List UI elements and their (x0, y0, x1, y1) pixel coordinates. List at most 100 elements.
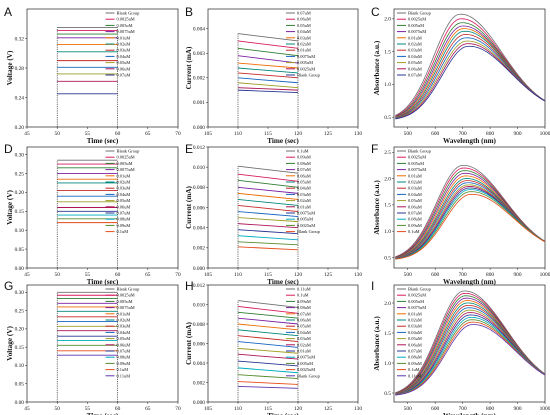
legend-label: 0.09uM (408, 361, 422, 366)
legend-label: 0.1uM (297, 293, 309, 298)
legend-label: 0.06uM (297, 173, 311, 178)
legend-label: 0.03uM (117, 48, 131, 53)
panel-d: D 45 50 55 60 65 70 0.00 0.05 0.10 0.15 0.20 0.25 0.3… (4, 142, 181, 286)
y-tick-label: 0.20 (15, 125, 25, 131)
legend-label: 0.03uM (408, 186, 422, 191)
legend-label: 0.0075uM (117, 29, 135, 34)
legend-label: 0.0075uM (408, 305, 426, 310)
panel-letter: E (185, 142, 193, 156)
legend-label: 0.06uM (297, 318, 311, 323)
series-curve (395, 319, 546, 396)
legend-label: 0.01uM (297, 48, 311, 53)
series-line (237, 353, 299, 360)
y-axis-title: Voltage (V) (6, 50, 14, 85)
legend-label: 0.07uM (117, 211, 131, 216)
series-curve (395, 13, 546, 116)
x-tick-label: 900 (513, 131, 521, 137)
panel-f: F 500 600 700 800 900 1000 0.5 1.0 1.5 2.0 2.5 Wavel… (371, 142, 550, 286)
y-tick-label: 1.5 (384, 49, 391, 55)
y-tick-label: 0.30 (15, 290, 25, 296)
series-line (237, 165, 299, 174)
series-curve (395, 37, 546, 119)
y-tick-label: 0.00 (15, 400, 25, 406)
legend-label: Blank Group (408, 287, 432, 292)
series-line (237, 367, 299, 374)
panel-letter: C (371, 5, 380, 19)
x-tick-label: 800 (486, 272, 494, 278)
legend-label: 0.1uM (408, 367, 420, 372)
series-line (237, 205, 299, 212)
y-tick-label: 0.00 (15, 266, 25, 272)
y-tick-label: 0.000 (193, 400, 205, 406)
series-line (237, 40, 299, 49)
series-line (237, 55, 299, 64)
legend-label: 0.01uM (297, 204, 311, 209)
series-curve (395, 193, 546, 260)
plot-frame (393, 8, 546, 128)
legend-label: 0.04uM (408, 330, 422, 335)
x-tick-label: 120 (294, 131, 302, 137)
legend-label: Blank Group (117, 287, 141, 292)
legend-label: 0.005uM (297, 60, 313, 65)
legend: Blank Group0.0025uM0.005uM0.0075uM0.01uM… (105, 11, 140, 78)
legend-label: 0.08uM (297, 305, 311, 310)
x-tick-label: 800 (486, 406, 494, 412)
y-tick-label: 0.006 (193, 205, 205, 211)
y-tick-label: 0.28 (15, 66, 25, 72)
panel-letter: B (185, 5, 193, 19)
legend-label: Blank Group (297, 73, 321, 78)
legend-label: 0.09uM (117, 223, 131, 228)
series-group (395, 290, 546, 396)
legend-label: 0.1uM (408, 229, 420, 234)
legend-label: 0.08uM (117, 217, 131, 222)
y-tick-label: 0.004 (193, 361, 205, 367)
series-line (237, 77, 299, 84)
series-group (237, 300, 299, 402)
series-line (237, 198, 299, 206)
y-tick-label: 0.001 (193, 100, 205, 106)
x-tick-label: 110 (234, 272, 242, 278)
series-line (237, 62, 299, 69)
legend-label: 0.04uM (117, 54, 131, 59)
y-tick-label: 0.010 (193, 302, 205, 308)
legend-label: 0.01uM (408, 173, 422, 178)
legend-label: 0.1uM (117, 229, 129, 234)
series-curve (395, 314, 546, 396)
y-tick-label: 0.5 (384, 391, 391, 397)
legend-label: 0.07uM (408, 349, 422, 354)
y-tick-label: 0.20 (15, 190, 25, 196)
y-tick-label: 0.25 (15, 171, 25, 177)
x-tick-label: 65 (145, 272, 151, 278)
legend-label: 0.05uM (117, 60, 131, 65)
legend-label: 0.06uM (297, 17, 311, 22)
panel-letter: F (371, 142, 378, 156)
series-line (237, 306, 299, 314)
series-line (237, 323, 299, 331)
panel-c: C 500 600 700 800 900 1000 0.5 1.0 1.5 2.0 Waveleng… (371, 5, 550, 145)
series-curve (395, 324, 546, 396)
y-axis-title: Absorbance (a.u.) (373, 180, 381, 235)
y-tick-label: 0.008 (193, 322, 205, 328)
legend-label: 0.05uM (117, 198, 131, 203)
legend-label: 0.03uM (297, 192, 311, 197)
y-axis-title: Absorbance (a.u.) (373, 40, 381, 95)
y-tick-label: 0.10 (15, 228, 25, 234)
legend-label: 0.07uM (408, 211, 422, 216)
legend-label: 0.0075uM (297, 54, 315, 59)
x-tick-label: 110 (234, 131, 242, 137)
y-tick-label: 0.000 (193, 125, 205, 131)
x-tick-label: 120 (294, 272, 302, 278)
series-group (237, 165, 299, 268)
x-tick-label: 700 (459, 131, 467, 137)
panel-letter: H (185, 279, 194, 293)
y-tick-label: 2.5 (384, 150, 391, 156)
legend-label: 0.09uM (297, 299, 311, 304)
panel-a: A 45 50 55 60 65 70 0.20 0.24 0.28 0.32 Time (sec) V… (4, 5, 181, 145)
legend-label: 0.0025uM (297, 367, 315, 372)
legend-label: 0.11uM (408, 373, 422, 378)
x-tick-label: 65 (145, 406, 151, 412)
legend-label: 0.02uM (117, 42, 131, 47)
legend-label: 0.04uM (408, 54, 422, 59)
